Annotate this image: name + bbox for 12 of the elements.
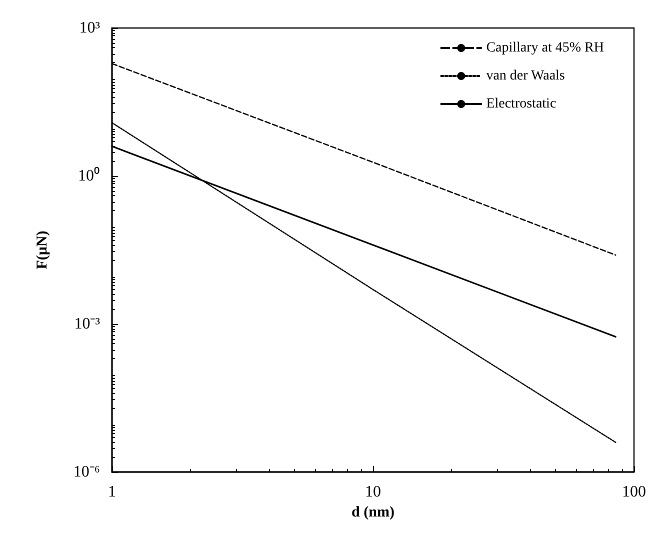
x-tick-label: 10 xyxy=(365,484,381,500)
y-tick-label: 10³ xyxy=(79,20,100,36)
x-tick-label: 1 xyxy=(108,484,116,500)
legend-label: Electrostatic xyxy=(486,96,556,112)
y-axis-title: F(μN) xyxy=(34,230,50,270)
y-tick-label: 10⁰ xyxy=(78,166,100,184)
x-axis-title: d (nm) xyxy=(352,504,394,520)
legend-label: van der Waals xyxy=(486,68,565,84)
y-tick-label: 10⁻⁶ xyxy=(73,464,100,480)
x-tick-label: 100 xyxy=(622,484,646,500)
legend-label: Capillary at 45% RH xyxy=(486,40,604,56)
y-tick-label: 10⁻³ xyxy=(74,316,100,332)
